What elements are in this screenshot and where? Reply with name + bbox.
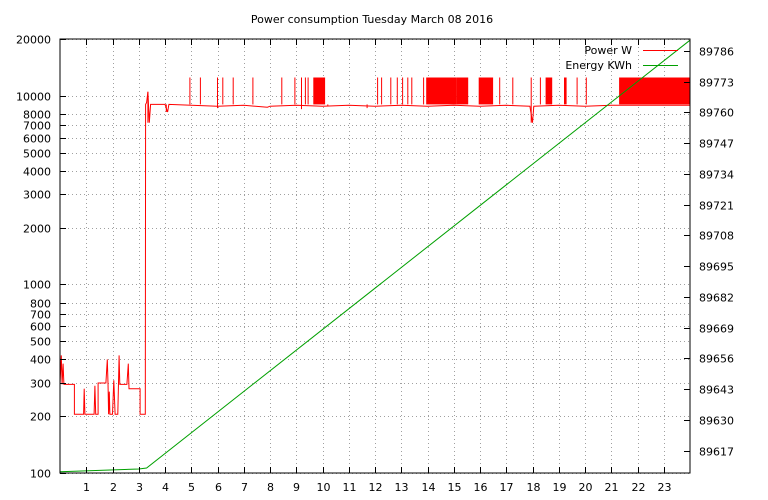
- y-tick-label: 20000: [16, 34, 51, 47]
- switching-burst: [456, 77, 469, 105]
- x-tick-label: 18: [527, 481, 541, 494]
- legend-label-1: Energy KWh: [565, 59, 632, 72]
- y2-tick-label: 89760: [699, 107, 734, 120]
- y2-tick-label: 89617: [699, 446, 734, 459]
- x-tick-label: 11: [343, 481, 357, 494]
- y2-tick-label: 89734: [699, 169, 734, 182]
- grid-lines: [60, 39, 690, 474]
- x-tick-label: 8: [267, 481, 274, 494]
- y-tick-label: 300: [30, 378, 51, 391]
- x-tick-label: 3: [136, 481, 143, 494]
- series-line-0: [59, 91, 690, 415]
- y-tick-label: 3000: [23, 189, 51, 202]
- switching-burst: [564, 77, 567, 105]
- x-tick-label: 17: [500, 481, 514, 494]
- x-tick-label: 2: [110, 481, 117, 494]
- x-tick-label: 1: [83, 481, 90, 494]
- x-tick-label: 15: [448, 481, 462, 494]
- x-tick-label: 16: [474, 481, 488, 494]
- switching-burst: [619, 77, 690, 105]
- y-tick-label: 400: [30, 354, 51, 367]
- y-tick-label: 6000: [23, 133, 51, 146]
- y-tick-label: 800: [30, 298, 51, 311]
- y2-tick-label: 89695: [699, 261, 734, 274]
- legend: Power W Energy KWh: [565, 44, 678, 72]
- y2-tick-label: 89773: [699, 77, 734, 90]
- legend-label-0: Power W: [584, 44, 632, 57]
- series-line-1: [59, 39, 691, 473]
- x-tick-label: 20: [579, 481, 593, 494]
- y2-tick-label: 89786: [699, 46, 734, 59]
- y2-tick-label: 89747: [699, 138, 734, 151]
- y-tick-label: 5000: [23, 148, 51, 161]
- x-tick-label: 13: [395, 481, 409, 494]
- y-tick-label: 2000: [23, 223, 51, 236]
- y2-tick-label: 89708: [699, 230, 734, 243]
- chart-title: Power consumption Tuesday March 08 2016: [251, 13, 493, 26]
- x-tick-label: 7: [241, 481, 248, 494]
- x-tick-label: 23: [658, 481, 672, 494]
- x-tick-label: 10: [317, 481, 331, 494]
- switching-burst: [478, 77, 494, 105]
- series-layer: [59, 39, 691, 473]
- switching-burst: [545, 77, 553, 105]
- y2-tick-label: 89669: [699, 323, 734, 336]
- x-tick-label: 6: [215, 481, 222, 494]
- y2-tick-label: 89643: [699, 384, 734, 397]
- y-tick-label: 1000: [23, 279, 51, 292]
- y-tick-label: 700: [30, 309, 51, 322]
- axis-ticks: [60, 39, 690, 474]
- y-tick-label: 100: [30, 468, 51, 481]
- y2-tick-label: 89656: [699, 353, 734, 366]
- y-tick-label: 500: [30, 336, 51, 349]
- switching-burst: [313, 77, 326, 105]
- x-tick-label: 14: [422, 481, 436, 494]
- x-tick-label: 12: [369, 481, 383, 494]
- y-tick-label: 200: [30, 411, 51, 424]
- y-tick-label: 600: [30, 321, 51, 334]
- y-tick-label: 8000: [23, 109, 51, 122]
- x-tick-label: 22: [632, 481, 646, 494]
- x-tick-label: 9: [293, 481, 300, 494]
- y2-tick-label: 89721: [699, 200, 734, 213]
- x-tick-label: 4: [162, 481, 169, 494]
- y2-tick-label: 89630: [699, 415, 734, 428]
- switching-burst: [426, 77, 457, 105]
- y2-tick-label: 89682: [699, 292, 734, 305]
- x-tick-label: 21: [605, 481, 619, 494]
- x-tick-label: 5: [188, 481, 195, 494]
- y-tick-label: 10000: [16, 91, 51, 104]
- y-tick-label: 7000: [23, 120, 51, 133]
- y-tick-label: 4000: [23, 166, 51, 179]
- x-tick-label: 19: [553, 481, 567, 494]
